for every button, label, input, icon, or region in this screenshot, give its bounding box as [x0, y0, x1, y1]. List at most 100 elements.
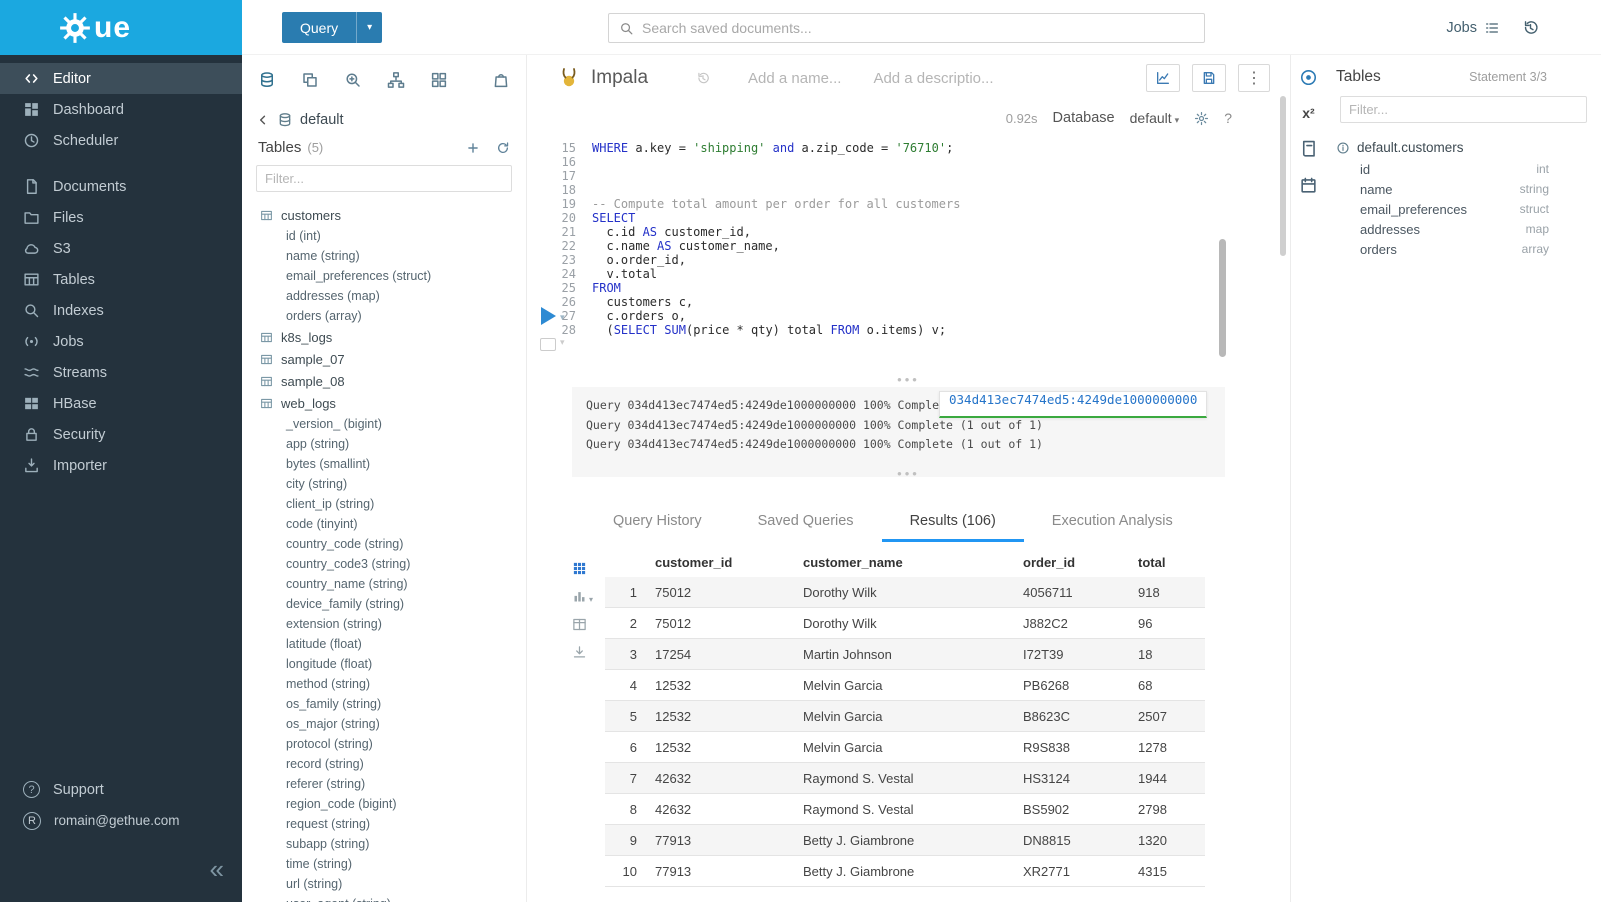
assist-column[interactable]: country_name (string) — [286, 577, 408, 591]
assist-column[interactable]: code (tinyint) — [286, 517, 358, 531]
database-select[interactable]: default ▾ — [1129, 110, 1180, 126]
functions-icon[interactable]: x² — [1302, 105, 1315, 121]
assist-apps-icon[interactable] — [430, 71, 448, 89]
assist-column[interactable]: os_family (string) — [286, 697, 382, 711]
snippet-help-icon[interactable]: ? — [1224, 110, 1232, 126]
sidebar-item-documents[interactable]: Documents — [0, 171, 242, 202]
add-table-icon[interactable] — [466, 141, 480, 155]
assist-column[interactable]: _version_ (bigint) — [286, 417, 382, 431]
tab-saved-queries[interactable]: Saved Queries — [757, 513, 854, 529]
sidebar-item-support[interactable]: ? Support — [0, 774, 242, 805]
sidebar-item-dashboard[interactable]: Dashboard — [0, 94, 242, 125]
assist-column[interactable]: addresses (map) — [286, 289, 380, 303]
column-header[interactable]: customer_id — [655, 554, 733, 570]
assist-column[interactable]: city (string) — [286, 477, 348, 491]
assist-table-customers[interactable]: customers — [242, 204, 526, 226]
language-reference-icon[interactable] — [1299, 140, 1318, 159]
query-history-icon[interactable] — [1522, 19, 1539, 36]
query-description-field[interactable]: Add a descriptio... — [873, 69, 994, 87]
breadcrumb-database[interactable]: default — [300, 112, 344, 128]
hue-logo[interactable]: ue — [0, 0, 242, 55]
assist-table-web_logs[interactable]: web_logs — [242, 392, 526, 414]
sidebar-item-streams[interactable]: Streams — [0, 357, 242, 388]
tab-execution-analysis[interactable]: Execution Analysis — [1051, 513, 1173, 529]
column-header[interactable]: customer_name — [803, 554, 903, 570]
resize-handle-bottom[interactable]: ••• — [897, 466, 920, 481]
query-id-link[interactable]: 034d413ec7474ed5:4249de1000000000 — [939, 391, 1208, 418]
assist-column[interactable]: time (string) — [286, 857, 352, 871]
assist-column[interactable]: extension (string) — [286, 617, 382, 631]
sidebar-item-tables[interactable]: Tables — [0, 264, 242, 295]
new-query-button[interactable]: Query — [282, 12, 357, 43]
sidebar-item-security[interactable]: Security — [0, 419, 242, 450]
sidebar-item-indexes[interactable]: Indexes — [0, 295, 242, 326]
assist-column[interactable]: os_major (string) — [286, 717, 380, 731]
columns-view-icon[interactable] — [572, 617, 587, 632]
sidebar-item-editor[interactable]: Editor — [0, 63, 242, 94]
assist-column[interactable]: device_family (string) — [286, 597, 405, 611]
sidebar-user[interactable]: R romain@gethue.com — [0, 805, 242, 836]
sidebar-item-scheduler[interactable]: Scheduler — [0, 125, 242, 156]
assist-column[interactable]: subapp (string) — [286, 837, 370, 851]
assist-column[interactable]: app (string) — [286, 437, 350, 451]
schedule-icon[interactable] — [1299, 176, 1318, 195]
assist-hdfs-icon[interactable] — [387, 71, 405, 89]
assist-column[interactable]: longitude (float) — [286, 657, 373, 671]
assist-column[interactable]: user_agent (string) — [242, 894, 526, 902]
assist-search-icon[interactable] — [344, 71, 362, 89]
assist-filter-input[interactable] — [256, 165, 512, 192]
assist-column[interactable]: bytes (smallint) — [286, 457, 371, 471]
sidebar-item-jobs[interactable]: Jobs — [0, 326, 242, 357]
assist-column[interactable]: country_code3 (string) — [286, 557, 411, 571]
right-assist-column-orders[interactable]: orders array — [1326, 239, 1601, 259]
resize-handle-top[interactable]: ••• — [897, 372, 920, 387]
assist-table-k8s_logs[interactable]: k8s_logs — [242, 326, 526, 348]
assist-column[interactable]: method (string) — [286, 677, 371, 691]
assist-column[interactable]: orders (array) — [286, 309, 362, 323]
right-assist-filter-input[interactable] — [1340, 96, 1587, 123]
save-button[interactable] — [1192, 64, 1226, 92]
editor-scrollbar[interactable] — [1219, 239, 1226, 357]
right-assist-column-id[interactable]: id int — [1326, 159, 1601, 179]
snippet-settings-icon[interactable] — [1194, 111, 1209, 126]
global-search-input[interactable] — [642, 20, 1194, 36]
assist-table-sample_07[interactable]: sample_07 — [242, 348, 526, 370]
sidebar-collapse-button[interactable]: « — [209, 854, 224, 884]
assist-column[interactable]: record (string) — [286, 757, 364, 771]
assist-column[interactable]: name (string) — [286, 249, 360, 263]
assist-collections-icon[interactable] — [492, 71, 510, 89]
snippet-history-icon[interactable] — [696, 71, 710, 85]
assist-column[interactable]: latitude (float) — [286, 637, 362, 651]
sidebar-item-files[interactable]: Files — [0, 202, 242, 233]
more-actions-button[interactable]: ⋮ — [1238, 64, 1270, 92]
global-search[interactable] — [608, 13, 1205, 43]
chart-button[interactable] — [1146, 64, 1180, 92]
tab-results-106-[interactable]: Results (106) — [881, 503, 1024, 542]
right-assist-column-addresses[interactable]: addresses map — [1326, 219, 1601, 239]
tab-query-history[interactable]: Query History — [613, 513, 702, 529]
sidebar-item-hbase[interactable]: HBase — [0, 388, 242, 419]
assist-column[interactable]: url (string) — [286, 877, 343, 891]
code-editor[interactable]: 15 16 17 18 19 20 21 22 23 24 25 26 27 28 WHERE a.key… — [527, 141, 1290, 337]
assist-column[interactable]: region_code (bigint) — [286, 797, 397, 811]
assist-column[interactable]: protocol (string) — [286, 737, 373, 751]
assist-column[interactable]: client_ip (string) — [286, 497, 375, 511]
assist-column[interactable]: referer (string) — [286, 777, 366, 791]
assist-table-sample_08[interactable]: sample_08 — [242, 370, 526, 392]
sidebar-item-importer[interactable]: Importer — [0, 450, 242, 481]
jobs-link[interactable]: Jobs — [1446, 20, 1500, 36]
download-results-icon[interactable] — [572, 645, 587, 660]
editor-assistant-icon[interactable] — [1299, 68, 1318, 87]
sidebar-item-s3[interactable]: S3 — [0, 233, 242, 264]
assist-column[interactable]: request (string) — [286, 817, 371, 831]
chart-view-icon[interactable] — [572, 589, 587, 604]
back-chevron-icon[interactable] — [256, 113, 270, 127]
execute-button[interactable] — [541, 307, 556, 325]
grid-view-icon[interactable] — [572, 561, 587, 576]
right-assist-column-name[interactable]: name string — [1326, 179, 1601, 199]
main-scrollbar[interactable] — [1280, 96, 1286, 256]
query-options-icon[interactable] — [540, 338, 556, 351]
refresh-tables-icon[interactable] — [496, 141, 510, 155]
assist-databases-icon[interactable] — [258, 71, 276, 89]
execute-options-icon[interactable]: ▾ — [560, 312, 565, 322]
